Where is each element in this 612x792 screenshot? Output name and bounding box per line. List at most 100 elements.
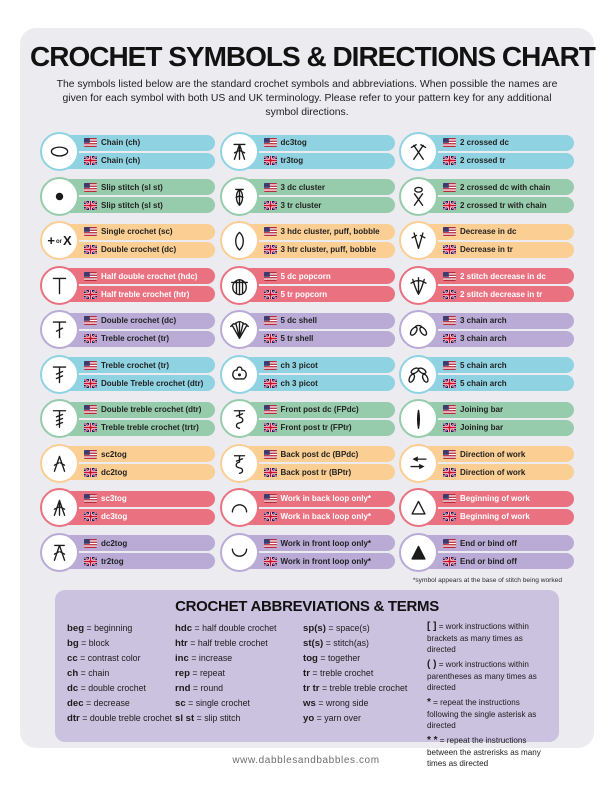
us-term-label: Back post dc (BPdc) xyxy=(280,449,359,459)
us-flag-icon xyxy=(443,138,456,148)
uk-term-bar: Direction of work xyxy=(420,464,574,481)
uk-term-label: 2 crossed tr with chain xyxy=(460,200,547,210)
page-title: CROCHET SYMBOLS & DIRECTIONS CHART xyxy=(30,41,596,72)
uk-term-bar: Back post tr (BPtr) xyxy=(240,464,395,481)
symbol-row: sc2tog dc2tog xyxy=(40,443,215,484)
us-term-label: dc2tog xyxy=(101,538,128,548)
treble-crochet-icon xyxy=(40,354,79,394)
uk-term-bar: 5 chain arch xyxy=(420,375,574,392)
abbr-entry: tr tr = treble treble crochet xyxy=(303,683,408,695)
us-term-bar: Slip stitch (sl st) xyxy=(61,179,215,196)
us-flag-icon xyxy=(443,227,456,237)
puff-bobble-icon xyxy=(219,221,259,261)
us-term-bar: 3 hdc cluster, puff, bobble xyxy=(240,223,395,240)
us-term-label: Work in back loop only* xyxy=(280,494,372,504)
sc2tog-icon xyxy=(40,443,79,483)
abbr-term: ch xyxy=(67,668,79,680)
uk-term-label: Treble crochet (tr) xyxy=(101,334,170,344)
terminology-pill: sc2tog dc2tog xyxy=(61,446,215,481)
uk-flag-icon xyxy=(263,556,277,566)
symbol-row: 3 chain arch 3 chain arch xyxy=(399,309,574,350)
abbr-entry: sp(s) = space(s) xyxy=(303,623,370,635)
uk-term-label: Work in front loop only* xyxy=(280,556,372,566)
uk-term-label: tr2tog xyxy=(101,556,124,566)
us-term-bar: dc3tog xyxy=(240,134,395,151)
uk-term-bar: Treble treble crochet (trtr) xyxy=(61,419,215,436)
uk-flag-icon xyxy=(263,289,277,299)
terminology-pill: 2 crossed dc 2 crossed tr xyxy=(420,134,574,169)
abbr-note-term: ( ) xyxy=(427,659,437,671)
terminology-pill: dc3tog tr3tog xyxy=(240,134,395,169)
us-term-bar: sc2tog xyxy=(61,446,215,463)
terminology-pill: Decrease in dc Decrease in tr xyxy=(420,223,574,258)
us-term-label: sc3tog xyxy=(101,494,127,504)
us-flag-icon xyxy=(263,227,277,237)
abbr-entry: hdc = half double crochet xyxy=(175,623,277,635)
abbr-entry: dec = decrease xyxy=(67,698,130,710)
abbr-term: tr tr xyxy=(303,683,320,695)
uk-flag-icon xyxy=(84,245,97,255)
uk-flag-icon xyxy=(84,289,97,299)
terminology-pill: Chain (ch) Chain (ch) xyxy=(61,134,215,169)
symbol-row: Half double crochet (hdc) Half treble cro… xyxy=(40,265,215,306)
symbol-row: ch 3 picot ch 3 picot xyxy=(219,354,395,395)
symbol-column-1: Chain (ch) Chain (ch) Slip stitch (sl st) S… xyxy=(40,131,215,572)
uk-term-label: 5 chain arch xyxy=(460,378,507,388)
abbr-entry: rnd = round xyxy=(175,683,223,695)
abbr-term: dec xyxy=(67,698,84,710)
us-flag-icon xyxy=(84,405,97,415)
us-term-bar: Single crochet (sc) xyxy=(61,223,215,240)
us-term-label: dc3tog xyxy=(280,138,307,148)
chain-arch-5-icon xyxy=(399,354,438,394)
us-term-label: 3 chain arch xyxy=(460,316,507,326)
dc2tog-icon xyxy=(40,532,79,572)
uk-term-bar: Joining bar xyxy=(420,419,574,436)
uk-flag-icon xyxy=(443,467,456,477)
crossed-2dc-chain-icon xyxy=(399,176,438,216)
us-term-bar: Double treble crochet (dtr) xyxy=(61,401,215,418)
us-flag-icon xyxy=(263,271,277,281)
uk-term-bar: 2 stitch decrease in tr xyxy=(420,286,574,303)
us-flag-icon xyxy=(84,271,97,281)
symbol-column-3: 2 crossed dc 2 crossed tr 2 crossed dc wit… xyxy=(399,131,574,572)
abbr-term: sp(s) xyxy=(303,623,326,635)
back-post-icon xyxy=(219,443,259,483)
symbol-row: Back post dc (BPdc) Back post tr (BPtr) xyxy=(219,443,395,484)
us-term-label: Single crochet (sc) xyxy=(101,227,173,237)
uk-term-label: Double Treble crochet (dtr) xyxy=(101,378,204,388)
uk-term-bar: Decrease in tr xyxy=(420,241,574,258)
back-loop-icon xyxy=(219,488,259,528)
us-flag-icon xyxy=(263,360,277,370)
terminology-pill: 3 hdc cluster, puff, bobble 3 htr cluster… xyxy=(240,223,395,258)
symbol-column-2: dc3tog tr3tog 3 dc cluster 3 tr cluster 3 hd… xyxy=(219,131,395,572)
abbr-term: rep xyxy=(175,668,190,680)
cluster-3dc-icon xyxy=(219,176,259,216)
us-flag-icon xyxy=(443,405,456,415)
uk-term-bar: 2 crossed tr with chain xyxy=(420,197,574,214)
uk-term-label: 3 chain arch xyxy=(460,334,507,344)
uk-term-label: dc2tog xyxy=(101,467,128,477)
abbr-entry: htr = half treble crochet xyxy=(175,638,268,650)
us-term-bar: End or bind off xyxy=(420,535,574,552)
symbol-row: 2 crossed dc 2 crossed tr xyxy=(399,131,574,172)
abbr-term: ws xyxy=(303,698,316,710)
us-term-label: 3 dc cluster xyxy=(280,182,325,192)
uk-flag-icon xyxy=(84,467,97,477)
uk-flag-icon xyxy=(263,200,277,210)
terminology-pill: 5 dc shell 5 tr shell xyxy=(240,312,395,347)
uk-term-label: Work in back loop only* xyxy=(280,512,372,522)
us-flag-icon xyxy=(263,138,277,148)
terminology-pill: End or bind off End or bind off xyxy=(420,535,574,570)
direction-of-work-icon xyxy=(399,443,438,483)
abbr-term: dtr xyxy=(67,713,80,725)
abbr-entry: beg = beginning xyxy=(67,623,133,635)
abbr-term: hdc xyxy=(175,623,193,635)
uk-term-label: Front post tr (FPtr) xyxy=(280,423,352,433)
uk-term-label: Double crochet (dc) xyxy=(101,245,177,255)
chart-panel: CROCHET SYMBOLS & DIRECTIONS CHART The s… xyxy=(20,28,596,768)
abbr-note: * * = repeat the instructions between th… xyxy=(427,735,541,768)
uk-term-label: End or bind off xyxy=(460,556,517,566)
symbol-row: Double treble crochet (dtr) Treble treble… xyxy=(40,398,215,439)
us-term-label: ch 3 picot xyxy=(280,360,318,370)
us-flag-icon xyxy=(443,182,456,192)
